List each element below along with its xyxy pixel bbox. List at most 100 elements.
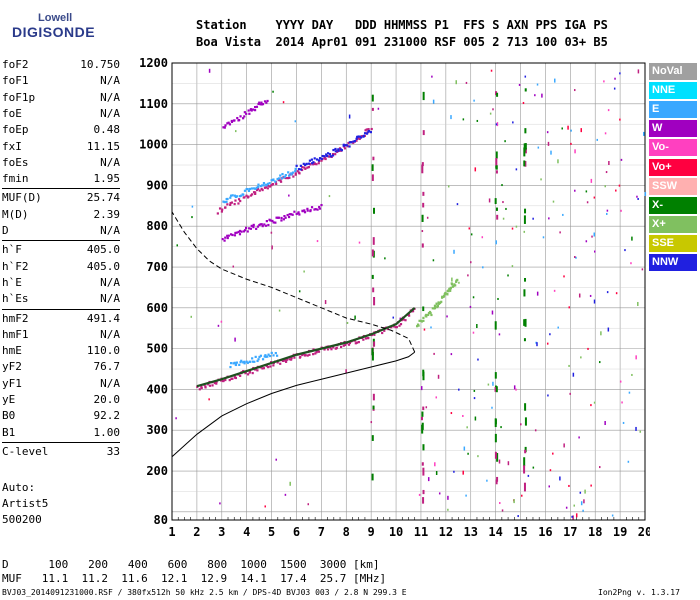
trace-point [284,360,288,363]
noise-dot [606,291,609,294]
param-key: foF1 [2,74,29,88]
trace-point [306,209,309,212]
trace-point [344,144,347,147]
trace-point [280,219,283,222]
param-key: C-level [2,444,49,458]
noise-dot [532,217,534,220]
legend-item-x-: X- [649,196,697,214]
trace-point [286,177,290,180]
noise-dot [615,292,618,295]
trace-point [358,137,361,141]
trace-point [250,224,253,227]
noise-column-dot [371,435,374,441]
noise-dot [303,270,305,273]
y-tick-label: 300 [146,423,168,437]
noise-column-dot [524,128,527,134]
trace-point [249,227,253,230]
trace-point [348,341,351,345]
trace-point [334,150,337,153]
trace-point [325,153,328,156]
noise-dot [549,469,552,472]
trace-point [258,101,261,104]
trace-point [293,210,296,213]
noise-column-dot [422,497,425,504]
noise-dot [515,168,518,171]
logo-lowell: Lowell [38,12,73,24]
trace-point [287,215,291,219]
trace-point [265,220,268,223]
param-separator [2,441,120,443]
noise-dot [288,194,290,197]
noise-dot [542,236,545,239]
trace-point [223,126,226,129]
noise-dot [574,255,576,258]
trace-point [313,162,316,166]
noise-column-dot [422,467,425,476]
noise-column-dot [524,143,527,150]
noise-dot [453,470,455,473]
trace-point [429,312,432,315]
noise-dot [358,241,361,244]
param-value: 76.7 [93,360,121,374]
noise-dot [540,178,542,181]
trace-point [320,203,323,207]
trace-point [233,119,236,122]
trace-point [243,189,247,192]
trace-point [277,216,280,219]
trace-point [255,188,259,192]
noise-dot [639,430,642,433]
param-separator [2,308,120,310]
noise-dot [498,333,501,336]
noise-dot [486,479,488,482]
noise-dot [524,75,527,78]
noise-dot [190,315,193,318]
noise-dot [598,361,601,364]
trace-point [343,147,347,150]
footer-file-info: BVJ03_2014091231000.RSF / 380fx512h 50 k… [2,588,407,597]
trace-point [253,187,256,190]
trace-point [267,223,270,227]
noise-column-dot [495,158,498,167]
trace-point [454,284,457,287]
noise-dot [536,342,538,347]
param-value: 1.95 [93,172,121,186]
trace-point [264,224,268,227]
noise-dot [582,509,584,512]
trace-point [296,170,299,173]
trace-point [261,188,264,192]
noise-dot [593,401,596,404]
noise-dot [619,380,622,383]
trace-point [280,216,283,220]
trace-point [249,194,253,197]
trace-point [220,210,223,213]
param-key: yF1 [2,376,22,390]
trace-point [392,325,395,328]
trace-point [313,208,316,211]
noise-column-dot [422,444,425,451]
trace-point [248,370,252,373]
trace-point [307,162,311,165]
noise-dot [575,513,578,518]
trace-point [336,149,339,152]
trace-point [352,141,355,144]
param-row: yF2 76.7 [2,359,120,375]
legend-item-w: W [649,120,697,138]
noise-column-dot [372,207,375,214]
trace-point [204,385,207,388]
noise-dot [593,299,596,304]
noise-dot [622,421,625,424]
trace-point [276,354,279,357]
trace-point [320,159,323,162]
trace-point [256,369,259,372]
trace-point [373,333,376,336]
noise-dot [570,129,572,132]
trace-point [224,236,227,239]
trace-point [254,355,257,358]
trace-point [272,182,275,186]
noise-column-dot [523,319,526,326]
trace-point [257,185,260,189]
trace-point [433,306,437,310]
trace-point [418,319,421,322]
noise-dot [635,355,637,360]
noise-dot [220,320,223,323]
